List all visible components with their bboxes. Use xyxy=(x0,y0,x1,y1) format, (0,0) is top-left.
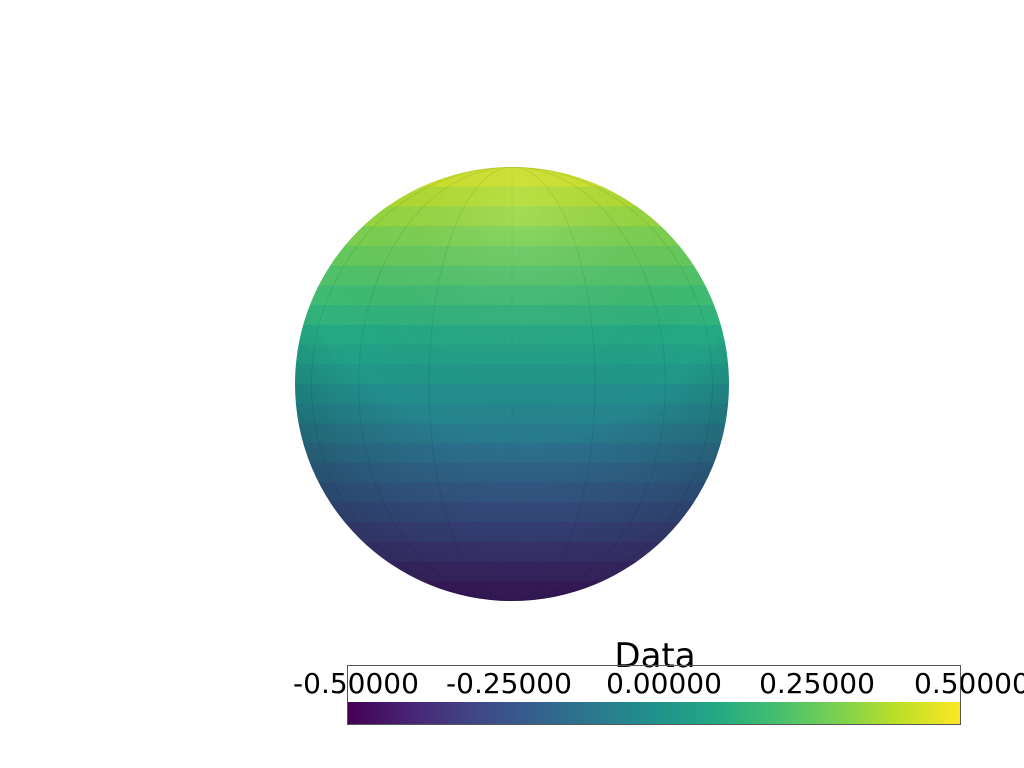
scalar-bar-frame xyxy=(347,665,961,725)
sphere-shading xyxy=(295,167,729,601)
scalar-bar-tick-label: 0.00000 xyxy=(606,667,722,700)
scalar-bar-tick-label: 0.25000 xyxy=(759,667,875,700)
scalar-bar-title: Data xyxy=(614,636,696,676)
scalar-bar-tick-label: 0.50000 xyxy=(914,667,1024,700)
scalar-bar-color-ramp xyxy=(348,702,960,724)
scalar-bar-tick-label: -0.25000 xyxy=(446,667,572,700)
scalar-bar-tick-label: -0.50000 xyxy=(293,667,419,700)
